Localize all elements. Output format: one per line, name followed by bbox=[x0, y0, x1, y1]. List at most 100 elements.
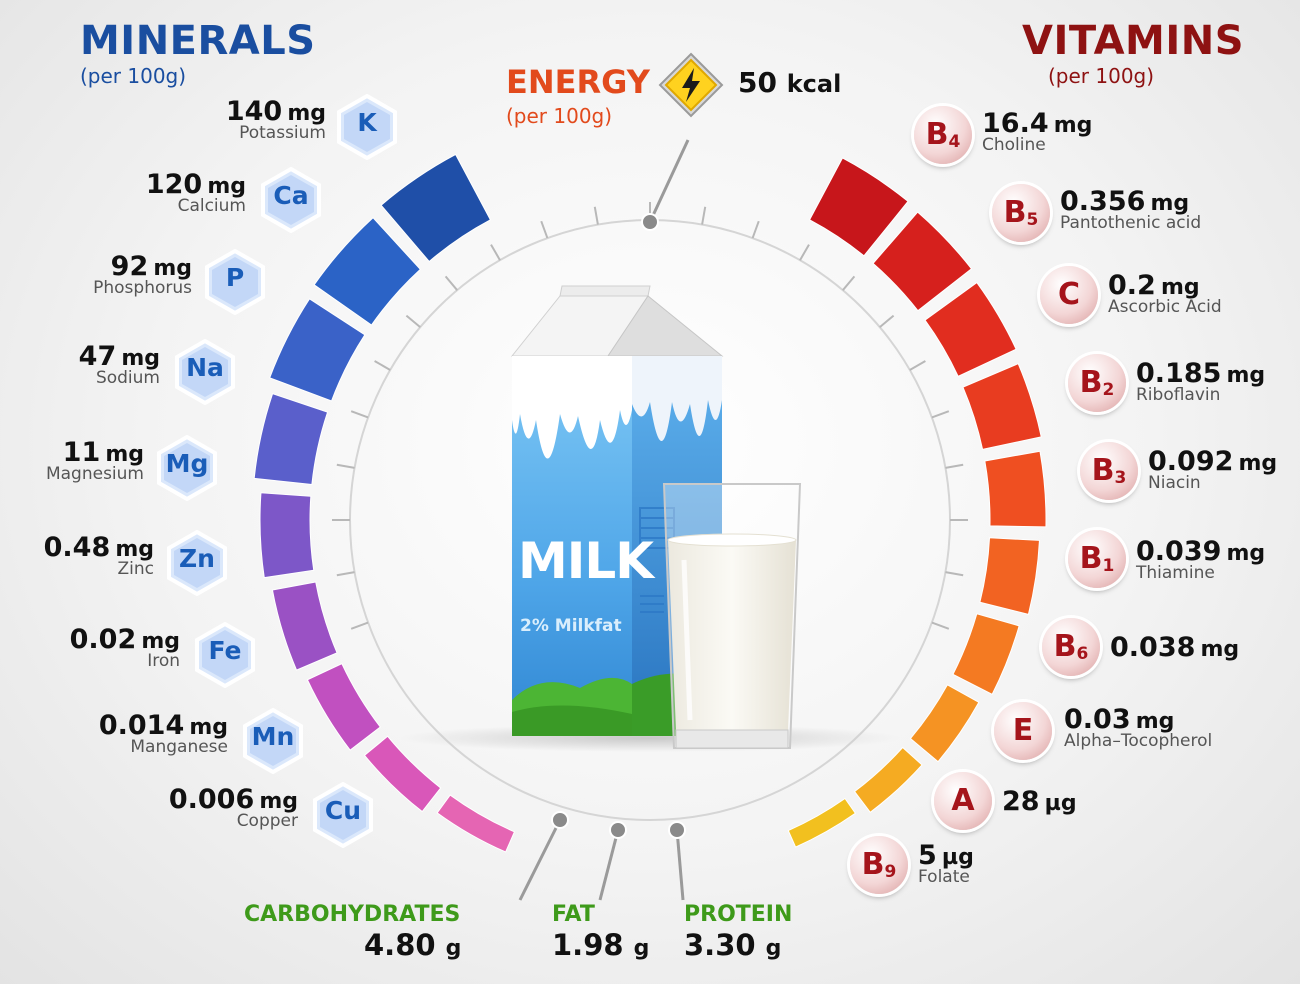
vitamin-arc-segment bbox=[872, 211, 973, 312]
hexagon-icon bbox=[337, 94, 397, 160]
vitamin-item-niacin: 0.092 mg Niacin bbox=[1148, 446, 1278, 493]
vitamin-arc-segment bbox=[924, 281, 1017, 377]
gauge-tick bbox=[490, 244, 501, 261]
hexagon-icon bbox=[167, 530, 227, 596]
mineral-symbol: Ca bbox=[273, 181, 309, 210]
hexagon-icon bbox=[195, 622, 255, 688]
hexagon-icon bbox=[313, 782, 373, 848]
vitamin-item-b6: 0.038 mg bbox=[1110, 632, 1240, 663]
hexagon-icon bbox=[157, 435, 217, 501]
mineral-symbol: Zn bbox=[179, 544, 215, 573]
gauge-tick bbox=[842, 275, 856, 291]
gauge-tick bbox=[593, 206, 599, 225]
gauge-tick bbox=[336, 571, 355, 577]
minerals-subtitle: (per 100g) bbox=[80, 64, 187, 88]
mineral-arc-bars bbox=[253, 153, 516, 853]
vitamin-badge-b3: B3 bbox=[1080, 442, 1138, 500]
gauge-ticks bbox=[332, 202, 968, 630]
gauge-tick bbox=[799, 244, 810, 261]
mineral-arc-segment bbox=[380, 153, 492, 263]
vitamin-item-riboflavin: 0.185 mg Riboflavin bbox=[1136, 358, 1266, 405]
mineral-symbol: Cu bbox=[324, 796, 362, 825]
mineral-value: 140 mg Potassium bbox=[225, 96, 326, 143]
mineral-arc-segment bbox=[363, 735, 442, 813]
vitamin-arc-segment bbox=[962, 363, 1042, 450]
gauge-tick bbox=[350, 621, 369, 630]
macro-label-protein: PROTEIN bbox=[684, 902, 793, 927]
vitamin-badge-b6: B6 bbox=[1042, 618, 1100, 676]
minerals-title: MINERALS bbox=[80, 18, 316, 64]
macro-value-carbohydrates: 4.80 g bbox=[364, 928, 462, 962]
gauge-tick bbox=[879, 314, 895, 328]
vitamin-item-choline: 16.4 mg Choline bbox=[982, 108, 1093, 155]
vitamin-badge-e: E bbox=[994, 702, 1052, 760]
mineral-symbol: Mn bbox=[251, 722, 295, 751]
vitamin-arc-segment bbox=[787, 797, 857, 848]
mineral-value: 11 mg Magnesium bbox=[45, 437, 144, 484]
mineral-symbol: K bbox=[357, 108, 377, 137]
vitamin-arc-segment bbox=[979, 537, 1040, 615]
macro-label-fat: FAT bbox=[552, 902, 595, 927]
vitamin-item-pantothenic-acid: 0.356 mg Pantothenic acid bbox=[1060, 186, 1202, 233]
energy-title: ENERGY bbox=[506, 63, 650, 101]
mineral-arc-segment bbox=[269, 298, 366, 402]
gauge-tick bbox=[909, 360, 926, 371]
lightning-icon bbox=[658, 52, 724, 118]
energy-subtitle: (per 100g) bbox=[506, 104, 613, 128]
mineral-value: 0.006 mg Copper bbox=[168, 784, 298, 831]
mineral-value: 0.02 mg Iron bbox=[69, 624, 180, 671]
gauge-tick bbox=[931, 410, 950, 419]
gauge-tick bbox=[405, 314, 421, 328]
vitamin-item-alpha-tocopherol: 0.03 mg Alpha–Tocopherol bbox=[1064, 704, 1213, 751]
mineral-symbol: P bbox=[225, 263, 245, 292]
mineral-value: 47 mg Sodium bbox=[78, 341, 160, 388]
gauge-tick bbox=[701, 206, 707, 225]
gauge-tick bbox=[945, 463, 964, 469]
mineral-symbol: Na bbox=[186, 353, 224, 382]
vitamin-arc-segment bbox=[808, 157, 909, 257]
gauge-tick bbox=[945, 571, 964, 577]
gauge-tick bbox=[374, 360, 391, 371]
energy-value: 50 kcal bbox=[738, 66, 842, 99]
mineral-value: 0.48 mg Zinc bbox=[43, 532, 154, 579]
macro-value-protein: 3.30 g bbox=[684, 928, 782, 962]
mineral-arc-segment bbox=[306, 663, 381, 751]
vitamin-item-thiamine: 0.039 mg Thiamine bbox=[1136, 536, 1266, 583]
carton-variant: 2% Milkfat bbox=[520, 616, 622, 636]
vitamin-item-a: 28 µg bbox=[1002, 786, 1077, 817]
hexagon-icon bbox=[261, 167, 321, 233]
hexagon-icon bbox=[205, 249, 265, 315]
gauge-tick bbox=[931, 621, 950, 630]
vitamin-arc-bars bbox=[787, 157, 1047, 848]
mineral-arc-segment bbox=[259, 492, 315, 579]
vitamin-badge-b2: B2 bbox=[1068, 354, 1126, 412]
mineral-arc-segment bbox=[253, 393, 329, 486]
vitamin-badge-b5: B5 bbox=[992, 184, 1050, 242]
mineral-symbol: Mg bbox=[165, 449, 209, 478]
mineral-value: 120 mg Calcium bbox=[145, 169, 246, 216]
vitamin-item-folate: 5 µg Folate bbox=[918, 840, 974, 887]
gauge-tick bbox=[350, 410, 369, 419]
hexagon-icon bbox=[243, 708, 303, 774]
carton-product-name: MILK bbox=[518, 532, 654, 590]
vitamin-badge-a: A bbox=[934, 772, 992, 830]
vitamin-arc-segment bbox=[952, 613, 1020, 696]
mineral-arc-segment bbox=[436, 794, 516, 853]
vitamin-arc-segment bbox=[909, 684, 980, 763]
hexagon-icon bbox=[175, 339, 235, 405]
mineral-symbol: Fe bbox=[208, 636, 242, 665]
gauge-tick bbox=[540, 220, 549, 239]
macro-value-fat: 1.98 g bbox=[552, 928, 650, 962]
mineral-value: 0.014 mg Manganese bbox=[98, 710, 228, 757]
gauge-tick bbox=[336, 463, 355, 469]
macro-label-carbohydrates: CARBOHYDRATES bbox=[244, 902, 461, 927]
vitamin-badge-b4: B4 bbox=[914, 106, 972, 164]
mineral-value: 92 mg Phosphorus bbox=[93, 251, 192, 298]
vitamins-subtitle: (per 100g) bbox=[1048, 64, 1155, 88]
vitamin-badge-b1: B1 bbox=[1068, 530, 1126, 588]
vitamins-title: VITAMINS bbox=[1022, 18, 1244, 64]
milk-glass bbox=[662, 483, 802, 749]
vitamin-badge-c: C bbox=[1040, 266, 1098, 324]
gauge-tick bbox=[751, 220, 760, 239]
